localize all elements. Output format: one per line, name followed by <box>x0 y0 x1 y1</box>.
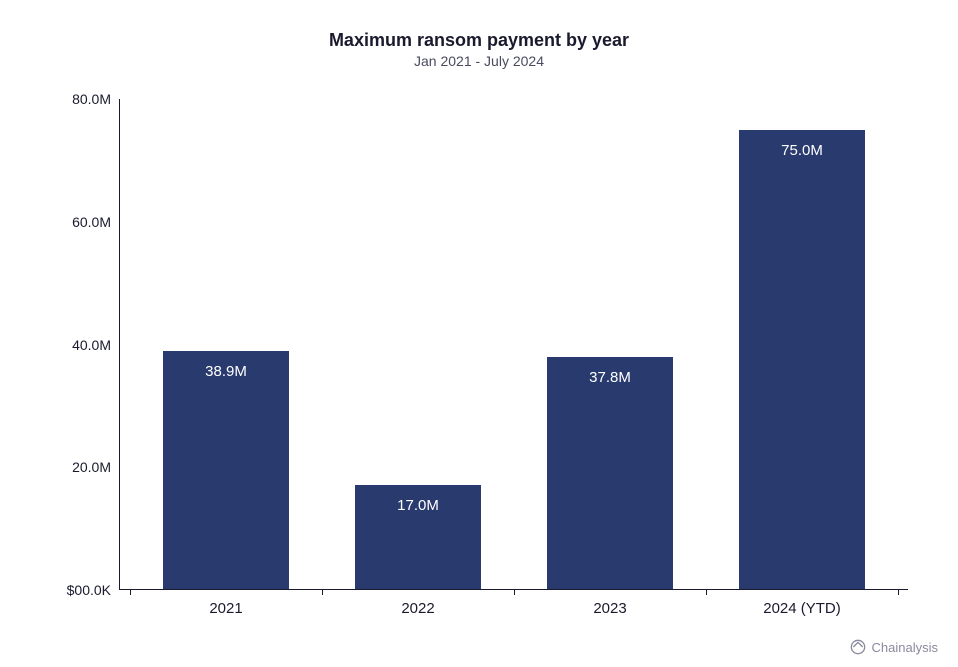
y-tick-label: 60.0M <box>72 214 111 230</box>
bar-value-label: 17.0M <box>397 497 439 514</box>
x-tick-mark <box>898 589 899 595</box>
y-tick-label: $00.0K <box>67 582 111 598</box>
bar-value-label: 37.8M <box>589 369 631 386</box>
bar-slot: 75.0M <box>706 99 898 589</box>
title-block: Maximum ransom payment by year Jan 2021 … <box>50 30 908 69</box>
plot-row: $00.0K20.0M40.0M60.0M80.0M 38.9M17.0M37.… <box>50 99 908 590</box>
plot-area: 38.9M 17.0M 37.8M 75.0M <box>120 99 908 590</box>
x-tick-label: 2024 (YTD) <box>706 590 898 617</box>
chart-container: Maximum ransom payment by year Jan 2021 … <box>0 0 958 667</box>
bar: 38.9M <box>163 351 290 589</box>
chainalysis-logo-icon <box>850 639 866 655</box>
chart-subtitle: Jan 2021 - July 2024 <box>50 53 908 69</box>
bar-value-label: 75.0M <box>781 142 823 159</box>
y-tick-label: 20.0M <box>72 459 111 475</box>
x-tick-mark <box>322 589 323 595</box>
bar: 37.8M <box>547 357 674 589</box>
bar-value-label: 38.9M <box>205 363 247 380</box>
bar-slot: 17.0M <box>322 99 514 589</box>
attribution: Chainalysis <box>850 639 938 655</box>
attribution-label: Chainalysis <box>872 640 938 655</box>
bar-slot: 37.8M <box>514 99 706 589</box>
bar: 17.0M <box>355 485 482 589</box>
x-tick-label: 2022 <box>322 590 514 617</box>
x-tick-mark <box>130 589 131 595</box>
y-tick-label: 80.0M <box>72 91 111 107</box>
x-tick-label: 2021 <box>130 590 322 617</box>
bar: 75.0M <box>739 130 866 589</box>
chart-title: Maximum ransom payment by year <box>50 30 908 51</box>
y-tick-label: 40.0M <box>72 337 111 353</box>
y-axis: $00.0K20.0M40.0M60.0M80.0M <box>50 99 120 590</box>
bar-slot: 38.9M <box>130 99 322 589</box>
x-tick-label: 2023 <box>514 590 706 617</box>
chart-wrap: $00.0K20.0M40.0M60.0M80.0M 38.9M17.0M37.… <box>50 99 908 617</box>
x-tick-mark <box>514 589 515 595</box>
x-tick-mark <box>706 589 707 595</box>
